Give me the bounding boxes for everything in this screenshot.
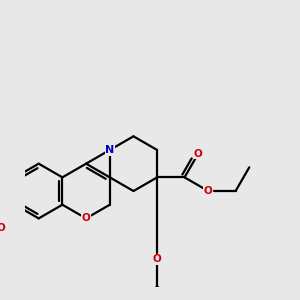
Text: O: O: [153, 254, 161, 264]
Text: O: O: [0, 224, 6, 233]
Text: N: N: [105, 145, 114, 155]
Text: O: O: [204, 186, 213, 196]
Text: O: O: [82, 213, 91, 224]
Text: O: O: [194, 149, 203, 159]
